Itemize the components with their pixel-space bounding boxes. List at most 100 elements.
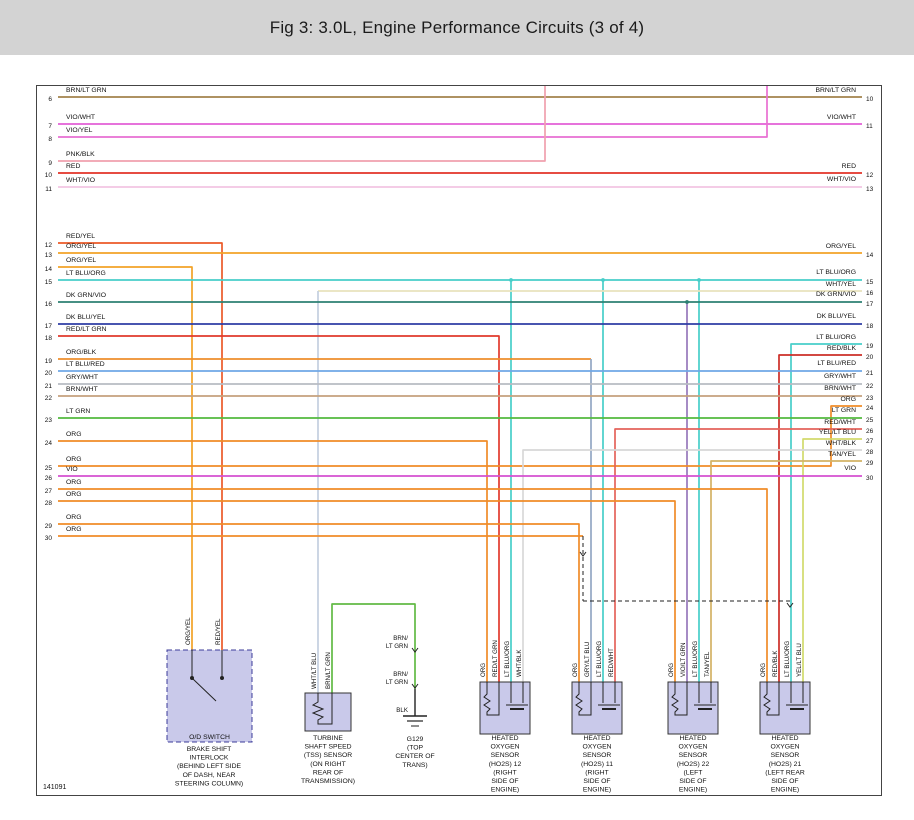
caption-ho2s11-caption: ENGINE)	[583, 787, 611, 794]
wire-red-blk	[778, 354, 862, 682]
caption-ho2s12-caption: ENGINE)	[491, 787, 519, 794]
wire-label: DK GRN/VIO	[816, 291, 856, 298]
heater-coil-icon	[575, 682, 592, 716]
pin-number-left: 26	[45, 475, 53, 482]
pin-number-left: 23	[45, 417, 53, 424]
wire-label: ORG/YEL	[66, 257, 96, 264]
pin-number-right: 19	[866, 343, 874, 350]
wire-label: TAN/YEL	[828, 451, 856, 458]
wire-label: RED/WHT	[824, 419, 856, 426]
wire-label: DK BLU/YEL	[66, 314, 106, 321]
caption-od-caption: INTERLOCK	[190, 755, 229, 762]
caption-ho2s21-caption: (HO2S) 21	[769, 761, 802, 768]
wire-label: LT BLU/RED	[817, 360, 856, 367]
vertical-wire-label: WHT/LT BLU	[311, 653, 318, 689]
component-label-od-switch: O/D SWITCH	[189, 734, 230, 741]
wire-label: ORG	[66, 456, 81, 463]
wire-label: YEL/LT BLU	[819, 429, 856, 436]
wire-label: RED/BLK	[827, 345, 857, 352]
junction-dot	[509, 278, 513, 282]
wire-tss-brn-lt-grn	[331, 603, 416, 693]
caption-g129-caption: G129	[407, 736, 424, 743]
pin-number-left: 24	[45, 440, 53, 447]
vertical-wire-label: ORG	[480, 663, 487, 677]
caption-ho2s11-caption: SENSOR	[583, 752, 612, 759]
pin-number-left: 27	[45, 488, 53, 495]
wire-label: ORG/YEL	[826, 243, 856, 250]
wire-label: PNK/BLK	[66, 151, 95, 158]
pin-number-left: 14	[45, 266, 53, 273]
wire-label: VIO/WHT	[66, 114, 95, 121]
caption-ho2s21-caption: ENGINE)	[771, 787, 799, 794]
pin-number-left: 10	[45, 172, 53, 179]
caption-ho2s12-caption: OXYGEN	[490, 744, 519, 751]
connector-arrow-icon	[579, 551, 587, 557]
pin-number-left: 7	[48, 123, 52, 130]
vertical-wire-label: ORG/YEL	[185, 617, 192, 645]
caption-ho2s22-caption: ENGINE)	[679, 787, 707, 794]
caption-ho2s12-caption: (HO2S) 12	[489, 761, 522, 768]
wire-label: ORG	[66, 431, 81, 438]
pin-number-right: 28	[866, 449, 874, 456]
caption-ho2s22-caption: SIDE OF	[679, 778, 706, 785]
pin-number-right: 27	[866, 438, 874, 445]
wire-label: ORG	[66, 526, 81, 533]
connector-arrow-icon	[786, 602, 794, 608]
caption-od-caption: BRAKE SHIFT	[187, 746, 232, 753]
caption-ho2s12-caption: SIDE OF	[491, 778, 518, 785]
wire-label: LT GRN	[832, 407, 856, 414]
pin-number-right: 17	[866, 301, 874, 308]
wire-label: RED/YEL	[66, 233, 95, 240]
inline-wire-label: BRN/	[393, 671, 408, 678]
caption-ho2s11-caption: (RIGHT	[585, 769, 608, 776]
vertical-wire-label: RED/YEL	[215, 618, 222, 645]
pin-number-right: 15	[866, 279, 874, 286]
wire-label: ORG/BLK	[66, 349, 97, 356]
pin-number-right: 23	[866, 395, 874, 402]
wire-org-ho2s12	[58, 440, 488, 682]
pin-number-left: 8	[48, 136, 52, 143]
pin-number-right: 10	[866, 96, 874, 103]
vertical-wire-label: YEL/LT BLU	[796, 643, 803, 677]
caption-tss-caption: SHAFT SPEED	[304, 744, 351, 751]
tss-coil-icon	[311, 693, 333, 725]
wire-label: WHT/BLK	[826, 440, 857, 447]
figure-title-bar: Fig 3: 3.0L, Engine Performance Circuits…	[0, 0, 914, 55]
inline-wire-label: LT GRN	[386, 643, 408, 650]
pin-number-left: 13	[45, 252, 53, 259]
wire-pnk-blk	[58, 86, 546, 162]
wire-label: LT BLU/ORG	[816, 334, 856, 341]
wire-label: ORG	[66, 491, 81, 498]
inline-wire-label: LT GRN	[386, 679, 408, 686]
inline-wire-label: BLK	[396, 707, 409, 714]
wire-label: WHT/YEL	[826, 281, 856, 288]
wire-label: LT BLU/RED	[66, 361, 105, 368]
wire-label: LT BLU/ORG	[816, 269, 856, 276]
vertical-wire-label: LT BLU/ORG	[596, 641, 603, 677]
heater-coil-icon	[763, 682, 780, 716]
wire-red-lt-grn	[58, 335, 500, 682]
caption-ho2s11-caption: OXYGEN	[582, 744, 611, 751]
pin-number-left: 17	[45, 323, 53, 330]
wire-label: ORG	[66, 479, 81, 486]
wire-label: WHT/VIO	[827, 176, 856, 183]
caption-ho2s22-caption: HEATED	[679, 735, 706, 742]
vertical-wire-label: GRY/LT BLU	[584, 642, 591, 677]
heater-coil-icon	[483, 682, 500, 716]
caption-tss-caption: REAR OF	[313, 769, 343, 776]
pin-number-right: 16	[866, 290, 874, 297]
reference-number: 141091	[43, 784, 66, 791]
wire-label: BRN/WHT	[824, 385, 856, 392]
wire-label: GRY/WHT	[66, 374, 98, 381]
wire-label: BRN/WHT	[66, 386, 98, 393]
switch-blade	[192, 678, 217, 702]
pin-number-left: 6	[48, 96, 52, 103]
wire-wht-blk	[522, 449, 862, 682]
pin-number-left: 19	[45, 358, 53, 365]
wire-label: LT BLU/ORG	[66, 270, 106, 277]
wire-label: BRN/LT GRN	[815, 87, 856, 94]
vertical-wire-label: ORG	[572, 663, 579, 677]
junction-dot	[697, 278, 701, 282]
wire-label: ORG/YEL	[66, 243, 96, 250]
vertical-wire-label: ORG	[760, 663, 767, 677]
